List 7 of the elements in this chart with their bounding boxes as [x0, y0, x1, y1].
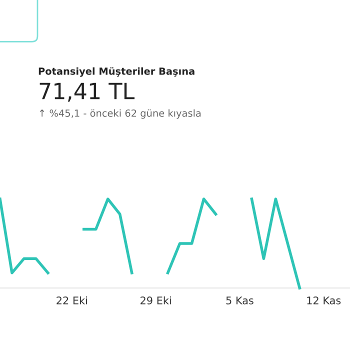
- chart-subtitle: 71,41 TL: [40, 82, 135, 102]
- x-tick-label: 22 Eki: [56, 296, 87, 304]
- x-tick-label: 5 Kas: [226, 296, 254, 304]
- chart-title: Potansiyel Müşteriler Başına: [38, 67, 194, 77]
- text: ↑ %45,1 - önceki 62 güne kıyasla: [40, 109, 201, 119]
- x-tick-label: 12 Kas: [307, 296, 341, 304]
- x-tick-label: 29 Eki: [140, 296, 171, 304]
